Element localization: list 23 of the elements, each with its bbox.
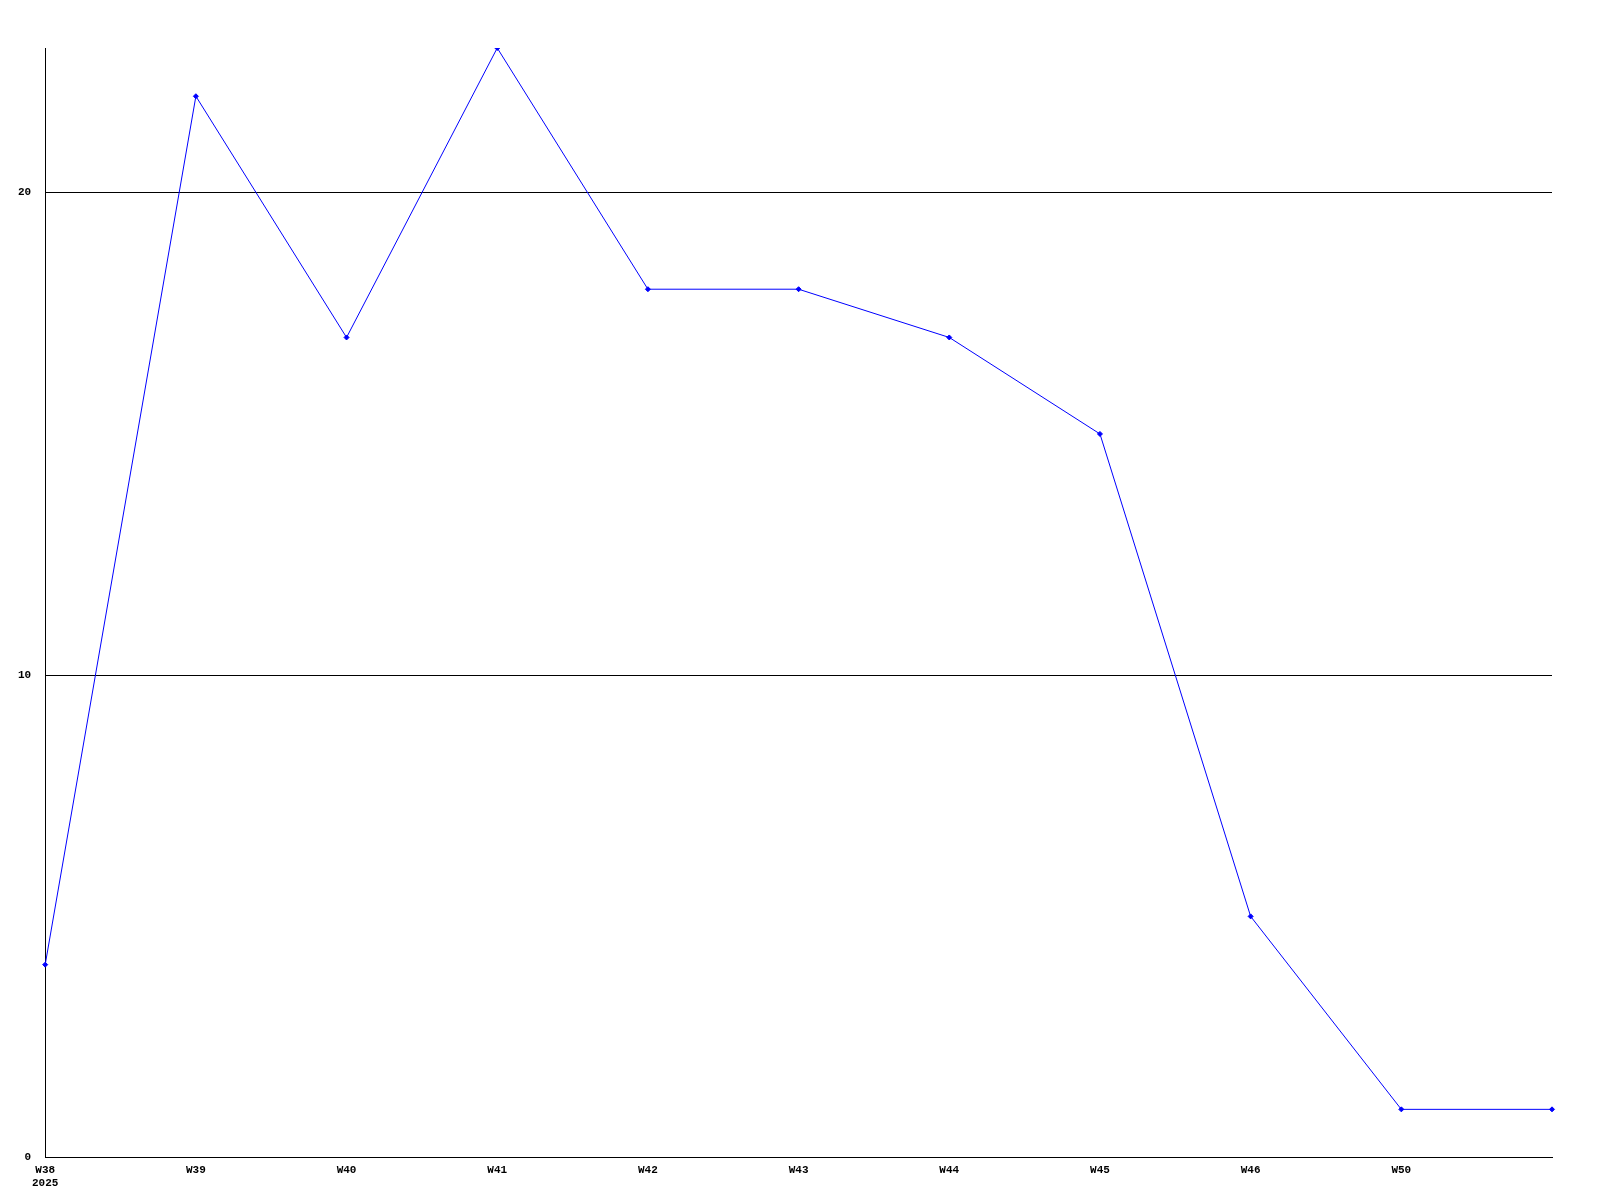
y-tick-label: 20	[18, 186, 32, 199]
point	[192, 93, 199, 100]
point	[1096, 430, 1103, 437]
point	[42, 961, 49, 968]
point	[946, 334, 953, 341]
point	[644, 286, 651, 293]
x-tick-label: W45	[1090, 1163, 1111, 1176]
y-tick-label: 0	[24, 1151, 32, 1164]
point	[1549, 1106, 1555, 1113]
point	[1398, 1106, 1405, 1113]
y-tick-label: 10	[18, 668, 32, 681]
point	[1247, 913, 1254, 920]
x-tick-label: W43	[788, 1163, 809, 1176]
x-tick-label: W40	[336, 1163, 357, 1176]
point	[343, 334, 350, 341]
x-tick-label: W44	[939, 1163, 960, 1176]
x-tick-label: W38 2025	[32, 1163, 59, 1190]
x-tick-label: W50	[1391, 1163, 1412, 1176]
x-tick-label: W41	[487, 1163, 508, 1176]
x-tick-label: W46	[1240, 1163, 1261, 1176]
point	[795, 286, 802, 293]
x-tick-label: W39	[185, 1163, 206, 1176]
x-tick-label: W42	[638, 1163, 658, 1176]
